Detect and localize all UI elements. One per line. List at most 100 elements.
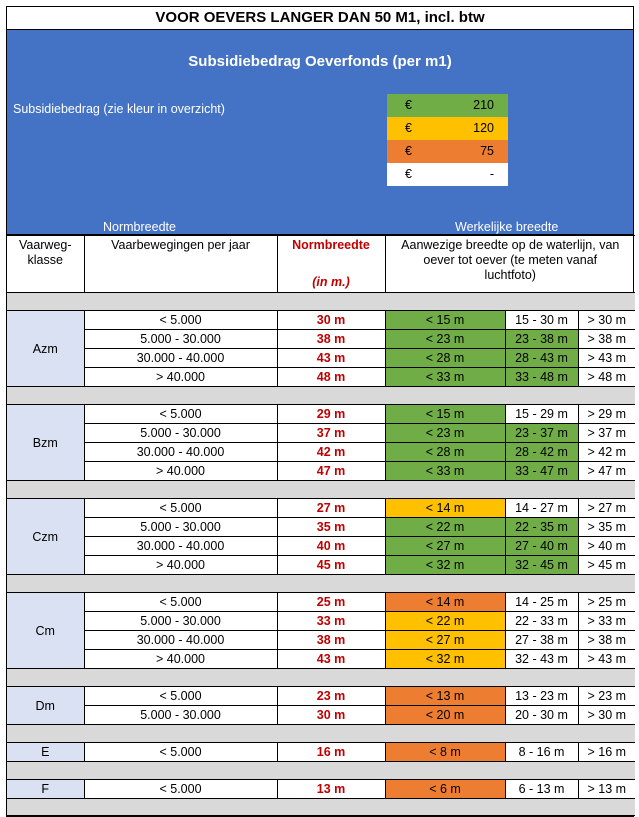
breedte-low-cell: < 14 m xyxy=(384,592,506,612)
klasse-cell: Bzm xyxy=(7,404,85,481)
breedte-mid-cell: 33 - 48 m xyxy=(504,367,579,387)
normbreedte-cell: 13 m xyxy=(276,779,386,799)
spacer-cell xyxy=(7,761,636,780)
vaarbewegingen-cell: > 40.000 xyxy=(84,461,278,481)
breedte-mid-cell: 22 - 35 m xyxy=(504,517,579,537)
breedte-low-cell: < 6 m xyxy=(384,779,506,799)
breedte-high-cell: > 16 m xyxy=(577,742,636,762)
table-row: > 40.000 45 m < 32 m 32 - 45 m > 45 m xyxy=(7,555,636,575)
breedte-high-cell: > 33 m xyxy=(577,611,636,631)
spacer-cell xyxy=(7,386,636,405)
table-row: 30.000 - 40.000 38 m < 27 m 27 - 38 m > 38 m xyxy=(7,630,636,650)
spacer-row xyxy=(7,724,636,743)
vaarbewegingen-cell: 30.000 - 40.000 xyxy=(84,348,278,368)
table-row: Dm < 5.000 23 m < 13 m 13 - 23 m > 23 m xyxy=(7,686,636,725)
spacer-row xyxy=(7,761,636,780)
breedte-high-cell: > 30 m xyxy=(577,705,636,725)
breedte-high-cell: > 42 m xyxy=(577,442,636,462)
vaarbewegingen-cell: > 40.000 xyxy=(84,367,278,387)
klasse-cell: Czm xyxy=(7,498,85,575)
normbreedte-cell: 30 m xyxy=(276,310,386,330)
legend-amount: 210 xyxy=(473,98,494,112)
vaarbewegingen-cell: 5.000 - 30.000 xyxy=(84,517,278,537)
vaarbewegingen-cell: > 40.000 xyxy=(84,555,278,575)
legend-row: €120 xyxy=(387,117,508,140)
table-row: 5.000 - 30.000 38 m < 23 m 23 - 38 m > 38 m xyxy=(7,329,636,349)
breedte-mid-cell: 15 - 29 m xyxy=(504,404,579,424)
header-band: Subsidiebedrag Oeverfonds (per m1) Subsi… xyxy=(7,30,633,235)
breedte-low-cell: < 33 m xyxy=(384,367,506,387)
breedte-high-cell: > 13 m xyxy=(577,779,636,799)
normbreedte-cell: 23 m xyxy=(276,686,386,706)
breedte-low-cell: < 8 m xyxy=(384,742,506,762)
sheet-subtitle: Subsidiebedrag Oeverfonds (per m1) xyxy=(188,53,452,70)
breedte-high-cell: > 40 m xyxy=(577,536,636,556)
vaarbewegingen-cell: > 40.000 xyxy=(84,649,278,669)
breedte-high-cell: > 23 m xyxy=(577,686,636,706)
breedte-low-cell: < 20 m xyxy=(384,705,506,725)
breedte-low-cell: < 23 m xyxy=(384,329,506,349)
breedte-low-cell: < 32 m xyxy=(384,649,506,669)
breedte-mid-cell: 27 - 38 m xyxy=(504,630,579,650)
table-header-row: Vaarweg-klasse Vaarbewegingen per jaar N… xyxy=(7,235,636,293)
breedte-mid-cell: 8 - 16 m xyxy=(504,742,579,762)
normbreedte-cell: 47 m xyxy=(276,461,386,481)
breedte-high-cell: > 45 m xyxy=(577,555,636,575)
breedte-high-cell: > 38 m xyxy=(577,329,636,349)
spacer-row xyxy=(7,480,636,499)
breedte-low-cell: < 15 m xyxy=(384,310,506,330)
vaarbewegingen-cell: 30.000 - 40.000 xyxy=(84,536,278,556)
vaarbewegingen-cell: 5.000 - 30.000 xyxy=(84,705,278,725)
spacer-row xyxy=(7,574,636,593)
normbreedte-unit: (in m.) xyxy=(312,275,350,289)
breedte-mid-cell: 14 - 27 m xyxy=(504,498,579,518)
breedte-mid-cell: 14 - 25 m xyxy=(504,592,579,612)
legend-amount: - xyxy=(489,167,494,181)
breedte-high-cell: > 29 m xyxy=(577,404,636,424)
normbreedte-cell: 37 m xyxy=(276,423,386,443)
breedte-low-cell: < 22 m xyxy=(384,517,506,537)
spacer-cell xyxy=(7,724,636,743)
vaarbewegingen-cell: 5.000 - 30.000 xyxy=(84,611,278,631)
breedte-mid-cell: 27 - 40 m xyxy=(504,536,579,556)
normbreedte-cell: 30 m xyxy=(276,705,386,725)
breedte-high-cell: > 30 m xyxy=(577,310,636,330)
table-row: Cm < 5.000 25 m < 14 m 14 - 25 m > 25 m xyxy=(7,592,636,669)
spacer-cell xyxy=(7,574,636,593)
breedte-high-cell: > 43 m xyxy=(577,649,636,669)
vaarbewegingen-cell: < 5.000 xyxy=(83,310,278,330)
subsidy-legend: €210 €120 €75 € - xyxy=(387,94,508,186)
normbreedte-label: Normbreedte xyxy=(292,238,370,252)
sheet-title: VOOR OEVERS LANGER DAN 50 M1, incl. btw xyxy=(7,7,633,30)
table-row: Czm < 5.000 27 m < 14 m 14 - 27 m > 27 m xyxy=(7,498,636,575)
normbreedte-cell: 43 m xyxy=(276,348,386,368)
vaarbewegingen-cell: < 5.000 xyxy=(83,592,278,612)
table-row: > 40.000 43 m < 32 m 32 - 43 m > 43 m xyxy=(7,649,636,669)
vaarbewegingen-cell: < 5.000 xyxy=(83,779,278,799)
table-row: > 40.000 48 m < 33 m 33 - 48 m > 48 m xyxy=(7,367,636,387)
vaarbewegingen-cell: 5.000 - 30.000 xyxy=(84,423,278,443)
normbreedte-cell: 45 m xyxy=(276,555,386,575)
vaarbewegingen-cell: < 5.000 xyxy=(83,498,278,518)
legend-amount: 75 xyxy=(480,144,494,158)
breedte-high-cell: > 35 m xyxy=(577,517,636,537)
table-row: > 40.000 47 m < 33 m 33 - 47 m > 47 m xyxy=(7,461,636,481)
legend-currency: € xyxy=(405,167,412,181)
normbreedte-cell: 16 m xyxy=(276,742,386,762)
breedte-mid-cell: 32 - 43 m xyxy=(504,649,579,669)
spacer-row xyxy=(7,386,636,405)
legend-currency: € xyxy=(405,98,412,112)
breedte-high-cell: > 48 m xyxy=(577,367,636,387)
breedte-low-cell: < 28 m xyxy=(384,348,506,368)
breedte-high-cell: > 25 m xyxy=(577,592,636,612)
section-header-werkelijke: Werkelijke breedte xyxy=(455,220,559,234)
klasse-cell: Dm xyxy=(7,686,85,725)
normbreedte-cell: 40 m xyxy=(276,536,386,556)
col-header-aanwezig: Aanwezige breedte op de waterlijn, van o… xyxy=(384,235,636,293)
breedte-mid-cell: 20 - 30 m xyxy=(504,705,579,725)
table-row: Bzm < 5.000 29 m < 15 m 15 - 29 m > 29 m xyxy=(7,404,636,481)
spacer-row xyxy=(7,798,636,816)
vaarbewegingen-cell: < 5.000 xyxy=(83,742,278,762)
